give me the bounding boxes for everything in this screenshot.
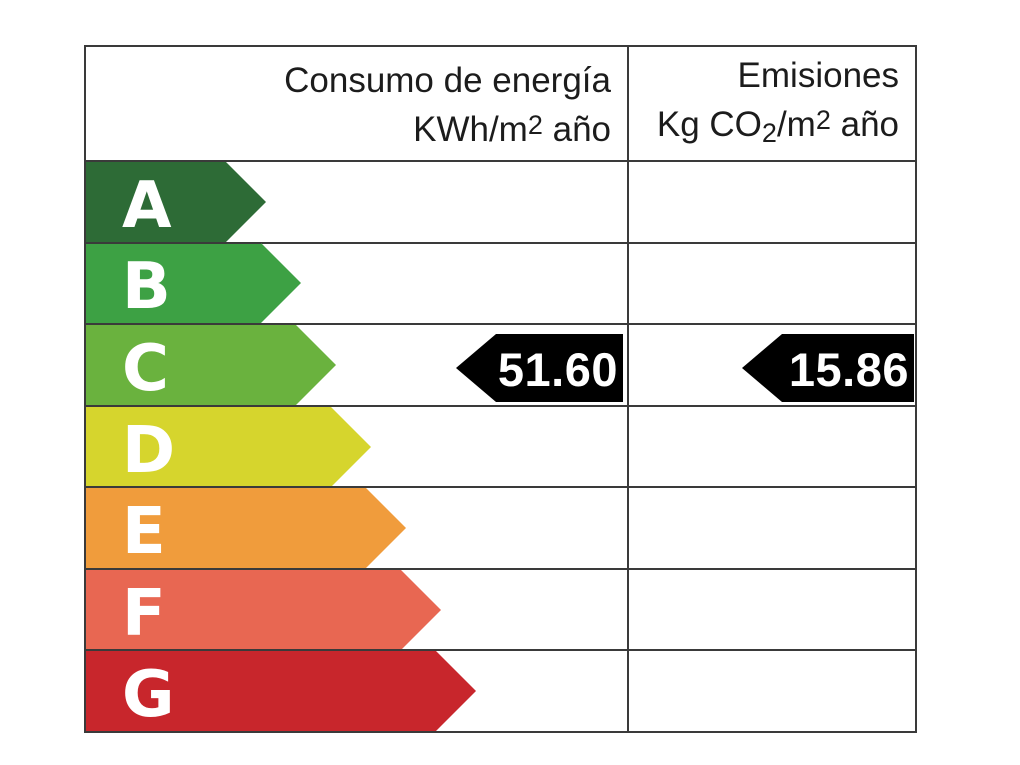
emisiones-value-marker: 15.86 xyxy=(742,333,914,402)
header-emisiones-text: Emisiones Kg CO2/m2 año xyxy=(657,51,915,156)
rating-arrow-c-tip xyxy=(296,324,336,405)
emisiones-unit-exponent: 2 xyxy=(815,105,831,135)
rating-letter-e: E xyxy=(122,495,166,570)
emisiones-unit-prefix: Kg CO xyxy=(656,105,762,144)
emisiones-unit-subscript: 2 xyxy=(761,118,777,148)
rating-letter-f: F xyxy=(122,576,166,651)
consumo-unit-suffix: año xyxy=(542,109,611,149)
header-consumo-text: Consumo de energía KWh/m2 año xyxy=(284,56,627,152)
rating-row-d: D xyxy=(86,404,915,488)
consumo-unit-exponent: 2 xyxy=(527,109,543,140)
rating-row-f-emisiones-cell xyxy=(629,570,915,650)
consumo-marker-body: 51.60 xyxy=(496,333,623,402)
header-emisiones-line1: Emisiones xyxy=(737,56,899,95)
consumo-marker-left-arrow-icon xyxy=(456,333,496,402)
rating-row-b-consumo-cell: B xyxy=(86,243,629,325)
rating-arrow-f-tip xyxy=(401,569,441,650)
rating-arrow-f: F xyxy=(86,569,441,651)
rating-arrow-c-body: C xyxy=(86,325,296,405)
rating-row-b-emisiones-cell xyxy=(629,244,915,324)
rating-row-a: A xyxy=(86,160,915,242)
rating-row-g-emisiones-cell xyxy=(629,651,915,731)
rating-arrow-b-body: B xyxy=(86,243,261,325)
rating-letter-b: B xyxy=(122,250,171,325)
table-header: Consumo de energía KWh/m2 año Emisiones … xyxy=(86,47,915,160)
rating-arrow-g: G xyxy=(86,651,476,733)
energy-rating-table: Consumo de energía KWh/m2 año Emisiones … xyxy=(84,45,917,733)
rating-letter-a: A xyxy=(122,168,172,243)
emisiones-marker-body: 15.86 xyxy=(782,333,914,402)
rating-arrow-a-tip xyxy=(226,161,266,242)
rating-arrow-e-tip xyxy=(366,488,406,569)
rating-arrow-b-tip xyxy=(261,243,301,324)
header-cell-emisiones: Emisiones Kg CO2/m2 año xyxy=(629,47,915,160)
emisiones-marker-left-arrow-icon xyxy=(742,333,782,402)
rating-row-f: F xyxy=(86,567,915,651)
rating-row-e-consumo-cell: E xyxy=(86,488,629,569)
rating-arrow-g-body: G xyxy=(86,651,436,733)
rating-row-a-emisiones-cell xyxy=(629,162,915,242)
header-emisiones-line2: Kg CO2/m2 año xyxy=(657,98,899,156)
rating-row-a-consumo-cell: A xyxy=(86,161,629,242)
header-cell-consumo: Consumo de energía KWh/m2 año xyxy=(86,47,629,160)
rating-row-g: G xyxy=(86,649,915,733)
consumo-value: 51.60 xyxy=(497,343,618,397)
rating-arrow-d-body: D xyxy=(86,406,331,488)
rating-row-c-consumo-cell: C 51.60 xyxy=(86,324,629,405)
rating-row-f-consumo-cell: F xyxy=(86,569,629,651)
emisiones-unit-suffix: año xyxy=(830,105,899,144)
rating-arrow-a: A xyxy=(86,161,266,242)
emisiones-unit-mid: /m xyxy=(776,105,816,144)
rating-letter-c: C xyxy=(122,331,169,406)
rating-arrow-f-body: F xyxy=(86,569,401,651)
header-consumo-line1: Consumo de energía xyxy=(284,60,611,100)
rating-arrow-g-tip xyxy=(436,651,476,732)
rating-row-d-consumo-cell: D xyxy=(86,406,629,488)
rating-row-c: C 51.60 15.86 xyxy=(86,323,915,405)
rating-arrow-e-body: E xyxy=(86,488,366,568)
consumo-value-marker: 51.60 xyxy=(456,333,623,402)
rating-row-e-emisiones-cell xyxy=(629,488,915,568)
header-consumo-line2: KWh/m2 año xyxy=(284,103,611,152)
rating-arrow-e: E xyxy=(86,488,406,569)
rating-letter-g: G xyxy=(122,658,175,733)
rating-row-e: E xyxy=(86,486,915,569)
consumo-unit-prefix: KWh/m xyxy=(413,109,528,149)
rating-row-c-emisiones-cell: 15.86 xyxy=(629,325,915,405)
rating-letter-d: D xyxy=(122,413,176,488)
rating-row-g-consumo-cell: G xyxy=(86,651,629,733)
rating-arrow-b: B xyxy=(86,243,301,325)
rating-arrow-d: D xyxy=(86,406,371,488)
rating-arrow-c: C xyxy=(86,324,336,405)
rating-arrow-a-body: A xyxy=(86,162,226,242)
rating-row-b: B xyxy=(86,241,915,325)
rating-arrow-d-tip xyxy=(331,406,371,487)
emisiones-value: 15.86 xyxy=(788,343,909,397)
rating-row-d-emisiones-cell xyxy=(629,407,915,487)
